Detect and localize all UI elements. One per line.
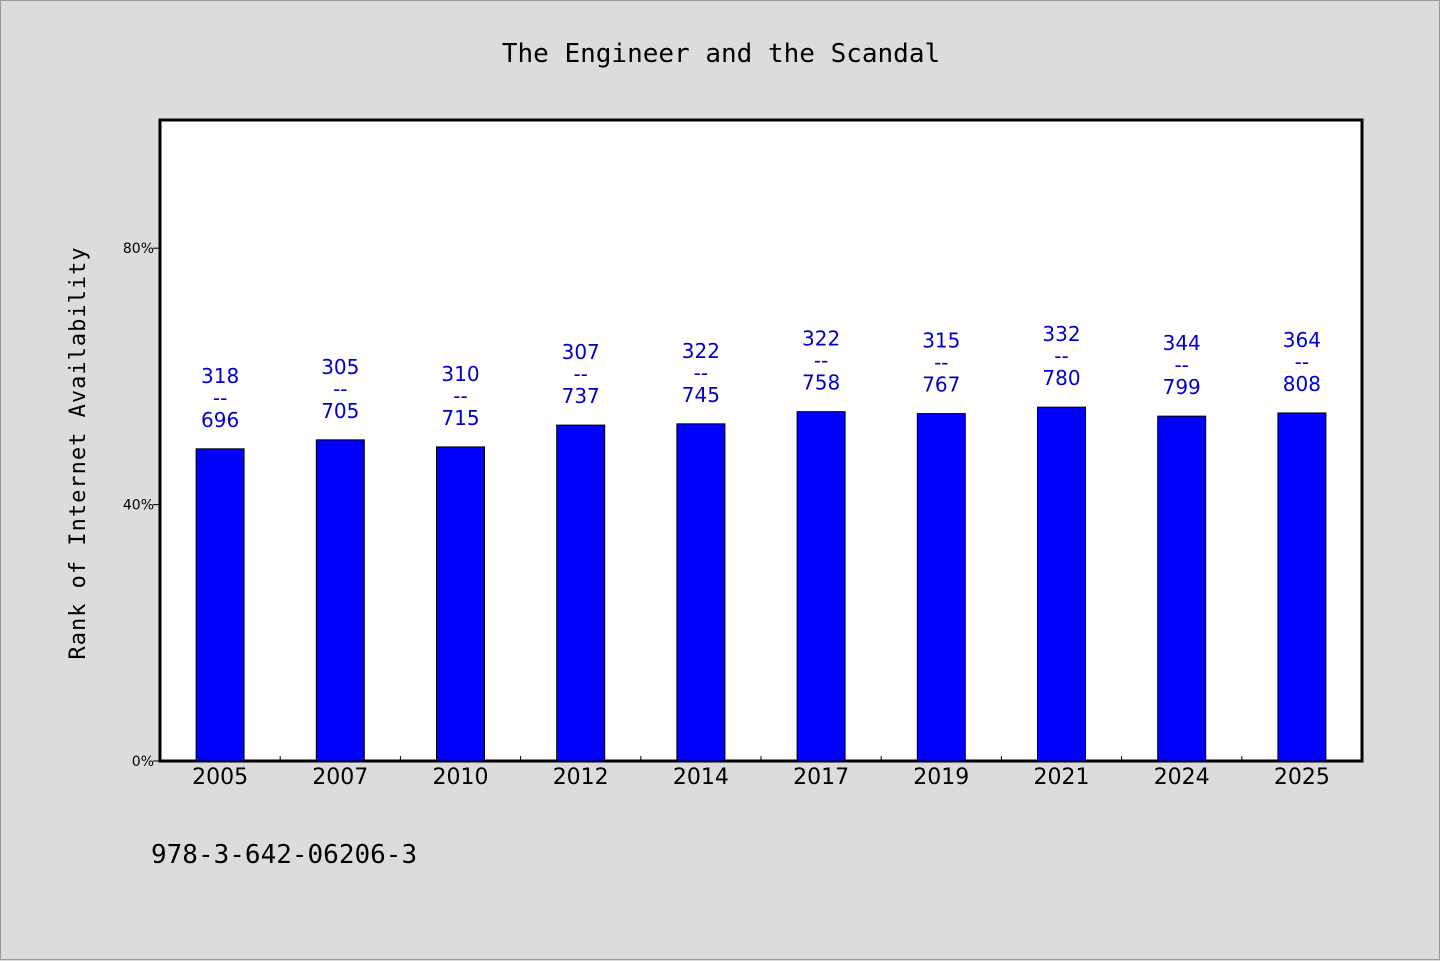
bar: [315, 439, 365, 762]
bar: [796, 411, 846, 762]
bar-data-label: 344: [1163, 331, 1201, 355]
x-tick-label: 2024: [1154, 765, 1210, 790]
bar-data-label: --: [934, 351, 948, 375]
bar: [556, 424, 606, 762]
y-tick-label: 80%: [123, 241, 154, 257]
bar-data-label: 808: [1283, 372, 1321, 396]
bar-data-label: --: [1054, 344, 1068, 368]
bar-data-label: 737: [562, 384, 600, 408]
isbn-text: 978-3-642-06206-3: [151, 840, 417, 870]
bar-data-label: 332: [1042, 322, 1080, 346]
bar: [1037, 406, 1086, 762]
bar-data-label: 767: [922, 373, 960, 397]
bar: [1157, 415, 1207, 762]
x-tick-label: 2025: [1274, 765, 1330, 790]
bar: [676, 423, 726, 762]
bar: [436, 446, 485, 762]
bar-data-label: --: [573, 362, 587, 386]
y-tick-label: 0%: [132, 754, 154, 770]
bar-data-label: 364: [1283, 328, 1321, 352]
bar: [195, 448, 245, 762]
bar-data-label: 715: [441, 406, 479, 430]
x-axis-ticks: 2005 2007 2010 2012 2014 2017 2019 2021 2024 2025: [192, 756, 1330, 790]
x-tick-label: 2014: [673, 765, 729, 790]
bar-data-label: 310: [441, 362, 479, 386]
chart-title: The Engineer and the Scandal: [502, 39, 940, 69]
bar-data-label: --: [694, 361, 708, 385]
bar-data-label: 799: [1163, 375, 1201, 399]
bar-data-labels: 318--696305--705310--715307--737322--745…: [201, 322, 1321, 432]
bar-data-label: 305: [321, 355, 359, 379]
bar-data-label: --: [213, 386, 227, 410]
bar-data-label: 780: [1042, 366, 1080, 390]
bar-data-label: --: [453, 384, 467, 408]
bar-data-label: 696: [201, 408, 239, 432]
bar-data-label: 745: [682, 383, 720, 407]
bar: [1277, 412, 1327, 762]
x-tick-label: 2021: [1034, 765, 1090, 790]
y-axis-ticks: 0% 40% 80%: [123, 241, 160, 770]
bar-series: [195, 406, 1327, 762]
bar-data-label: --: [1295, 350, 1309, 374]
bar-data-label: 758: [802, 371, 840, 395]
x-tick-label: 2005: [192, 765, 248, 790]
x-tick-label: 2010: [433, 765, 489, 790]
bar-data-label: --: [1174, 353, 1188, 377]
y-axis-label: Rank of Internet Availability: [66, 246, 91, 659]
bar-data-label: 307: [562, 340, 600, 364]
x-tick-label: 2007: [312, 765, 368, 790]
x-tick-label: 2012: [553, 765, 609, 790]
bar-data-label: 705: [321, 399, 359, 423]
bar-data-label: 322: [682, 339, 720, 363]
bar-data-label: --: [333, 377, 347, 401]
y-tick-label: 40%: [123, 498, 154, 514]
bar-data-label: --: [814, 349, 828, 373]
bar-data-label: 315: [922, 329, 960, 353]
bar-data-label: 322: [802, 327, 840, 351]
bar-data-label: 318: [201, 364, 239, 388]
x-tick-label: 2019: [913, 765, 969, 790]
x-tick-label: 2017: [793, 765, 849, 790]
bar: [916, 413, 966, 762]
